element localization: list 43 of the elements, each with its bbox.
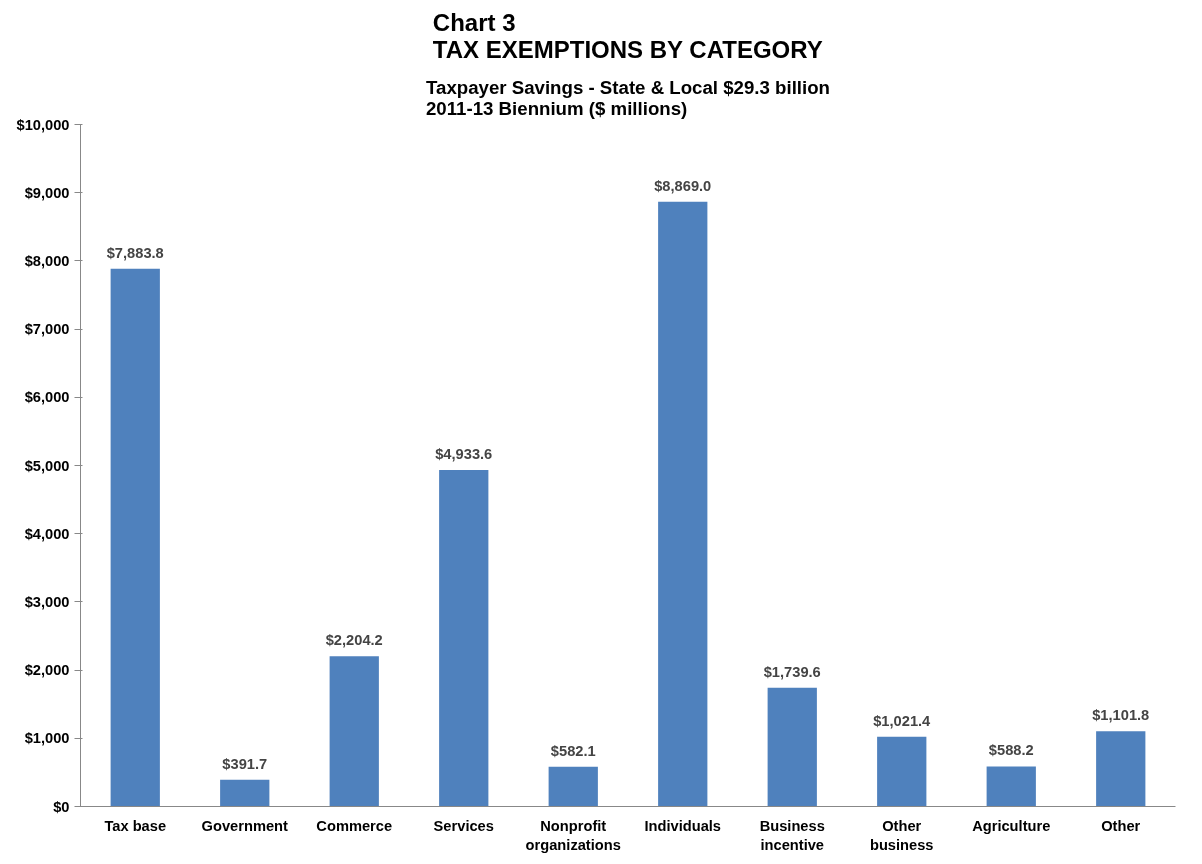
x-tick-label: Other <box>1101 817 1141 834</box>
x-tick-label: Services <box>433 817 494 834</box>
data-label: $8,869.0 <box>654 177 712 194</box>
y-tick-label: $4,000 <box>24 525 70 542</box>
x-tick-label: Nonprofit organizations <box>525 817 621 853</box>
bar <box>658 201 708 807</box>
x-tick-label: Other business <box>869 817 934 853</box>
data-label: $1,101.8 <box>1092 707 1150 724</box>
y-tick-label: $1,000 <box>24 730 70 747</box>
x-tick-label: Individuals <box>644 817 722 834</box>
bar <box>986 766 1036 807</box>
y-tick-label: $6,000 <box>24 389 70 406</box>
x-tick-label: Commerce <box>316 817 393 834</box>
data-label: $1,021.4 <box>873 712 932 729</box>
y-tick-label: $10,000 <box>16 116 70 133</box>
bar <box>1096 731 1146 807</box>
y-tick-label: $2,000 <box>24 662 70 679</box>
bar <box>877 736 927 807</box>
data-label: $2,204.2 <box>325 632 383 649</box>
chart-title: Chart 3 TAX EXEMPTIONS BY CATEGORY <box>432 8 823 63</box>
bar <box>439 470 489 807</box>
y-tick-label: $3,000 <box>24 593 70 610</box>
data-label: $4,933.6 <box>435 446 493 463</box>
data-label: $588.2 <box>988 742 1034 759</box>
y-tick-label: $0 <box>53 798 70 815</box>
x-tick-label: Tax base <box>104 817 167 834</box>
data-label: $7,883.8 <box>106 244 164 261</box>
x-tick-label: Agriculture <box>972 817 1051 834</box>
x-tick-label: Business incentive <box>759 817 825 853</box>
data-label: $391.7 <box>222 755 268 772</box>
bar <box>767 687 817 807</box>
data-label: $1,739.6 <box>763 663 821 680</box>
y-tick-label: $8,000 <box>24 252 70 269</box>
bar <box>220 779 270 807</box>
data-label: $582.1 <box>550 742 596 759</box>
y-tick-label: $7,000 <box>24 321 70 338</box>
y-tick-label: $9,000 <box>24 184 70 201</box>
bar <box>548 766 598 807</box>
x-tick-label: Government <box>201 817 289 834</box>
chart-subtitle: Taxpayer Savings - State & Local $29.3 billion 2011-13 Biennium ($ millions) <box>425 76 831 119</box>
bar <box>110 268 160 807</box>
y-tick-label: $5,000 <box>24 457 70 474</box>
bar <box>329 656 379 807</box>
